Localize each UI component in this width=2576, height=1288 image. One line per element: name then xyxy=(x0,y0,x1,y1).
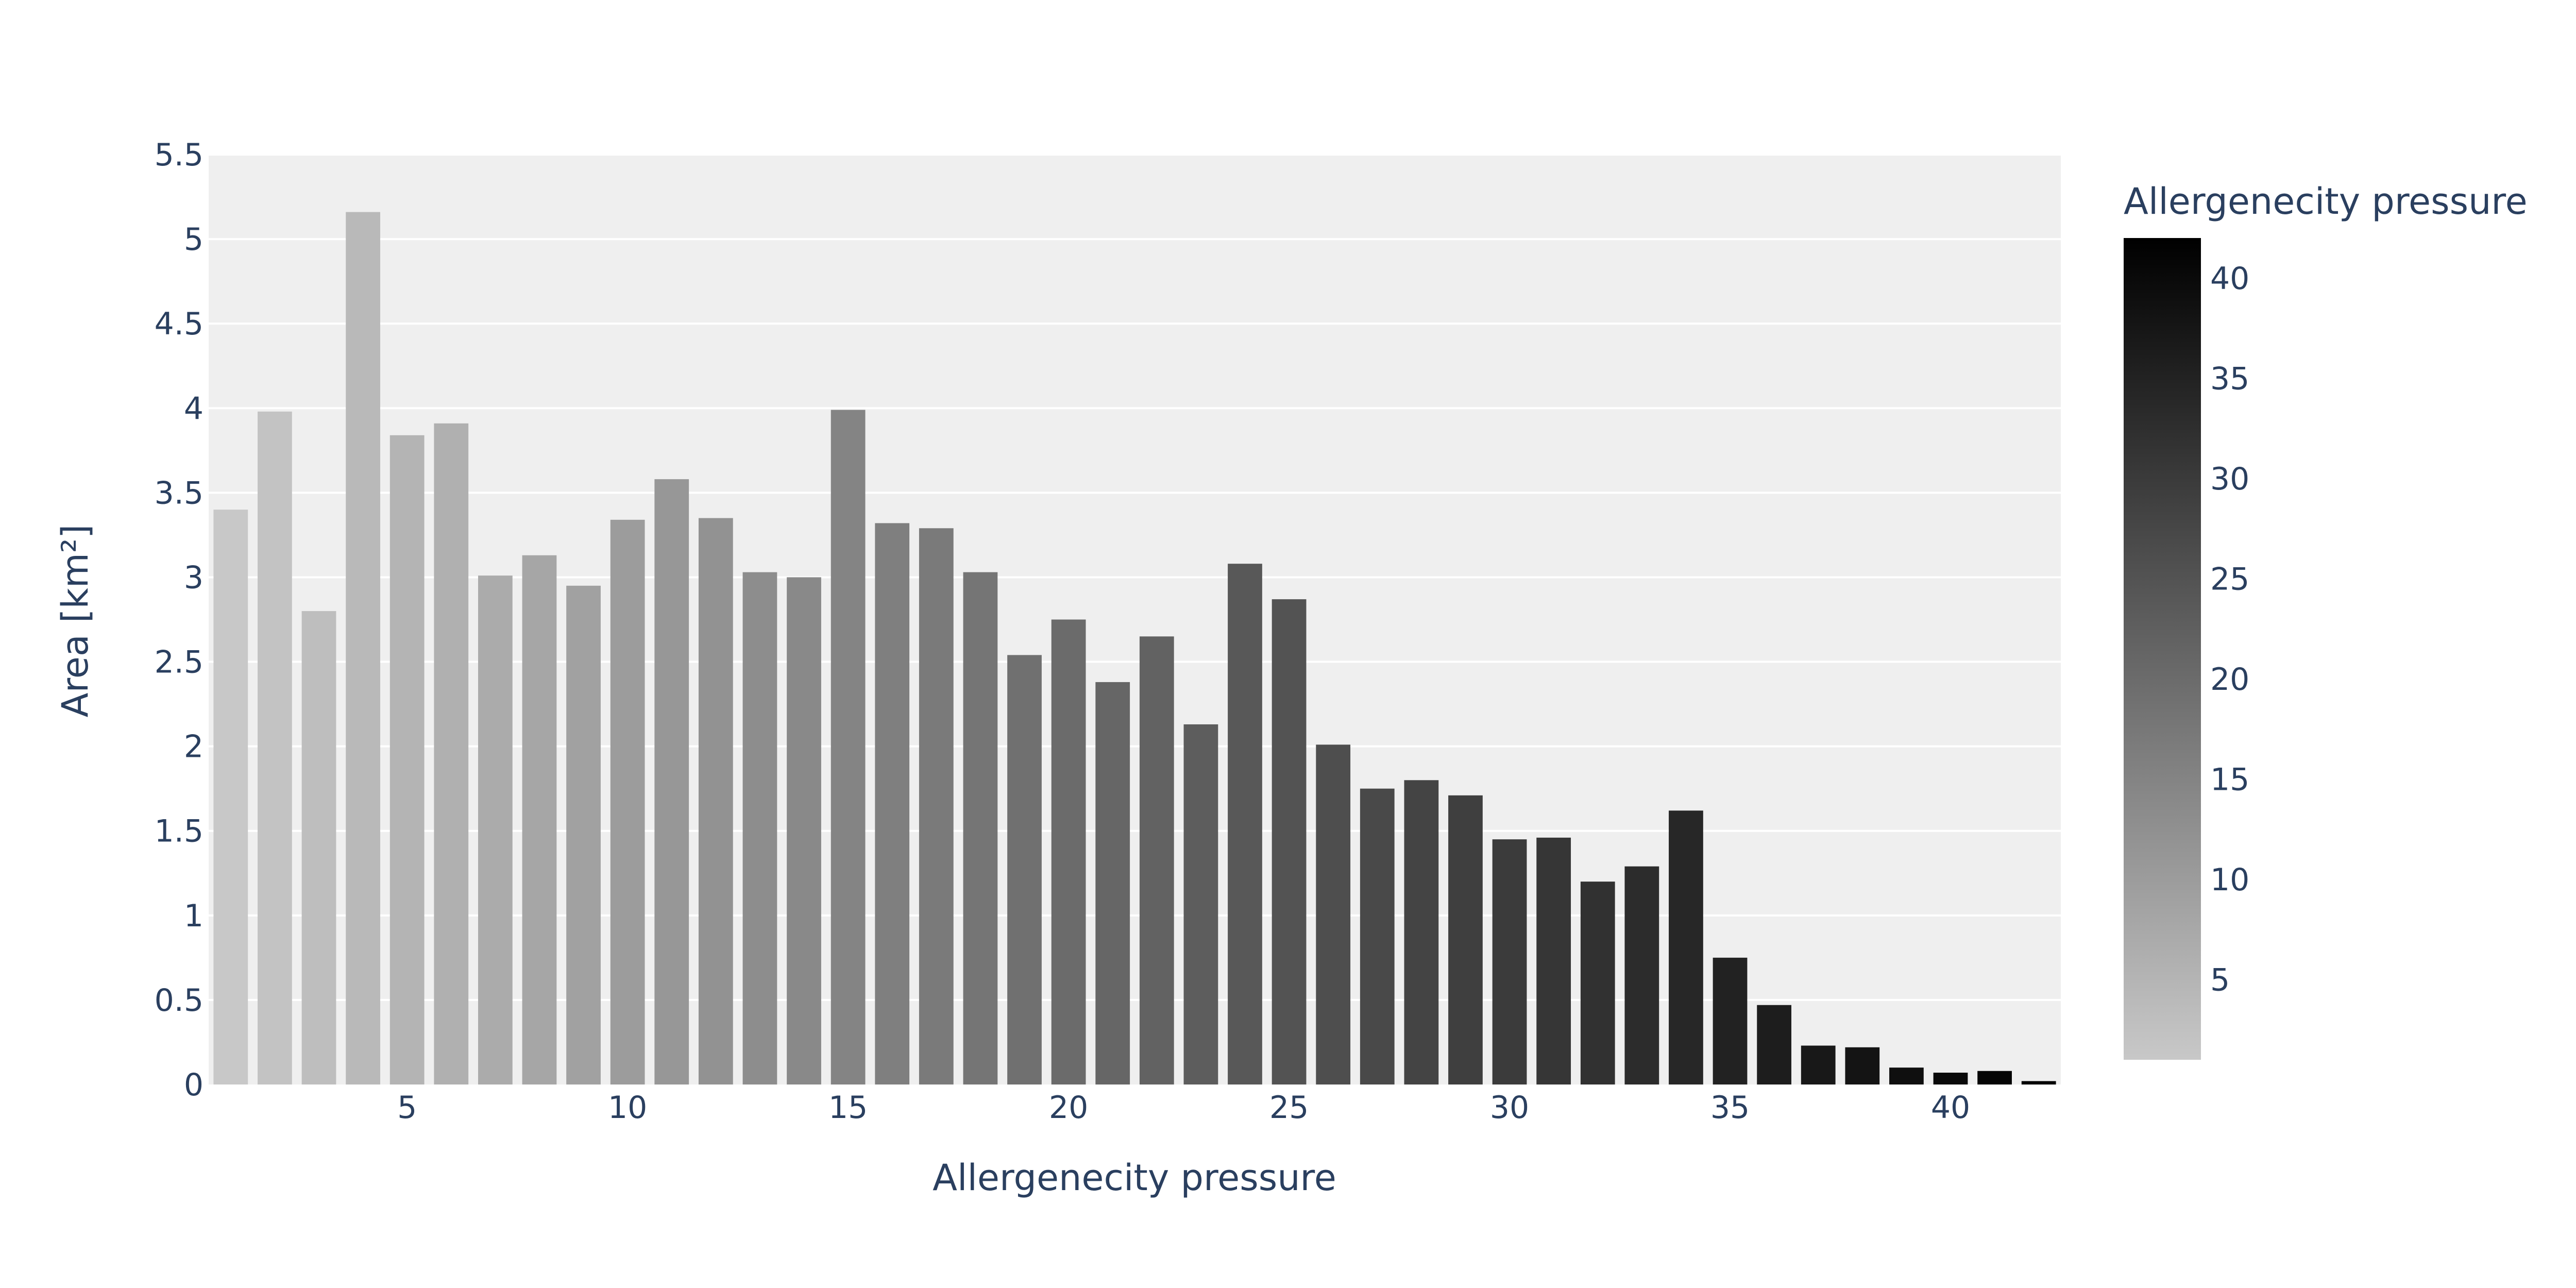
colorbar: Allergenecity pressure 5 10 15 20 25 30 35 40 xyxy=(2124,180,2528,1060)
x-tick-label: 20 xyxy=(1049,1090,1088,1126)
x-tick-label: 25 xyxy=(1269,1090,1309,1126)
bar xyxy=(875,523,910,1085)
y-tick-label: 0 xyxy=(184,1067,204,1103)
bar xyxy=(1448,795,1483,1084)
bar xyxy=(831,410,866,1084)
bar xyxy=(1977,1071,2012,1084)
colorbar-tick-label: 10 xyxy=(2210,862,2249,898)
colorbar-gradient xyxy=(2124,238,2201,1060)
bar xyxy=(1845,1047,1880,1084)
grid-lines xyxy=(209,154,2061,1001)
bar xyxy=(1183,724,1218,1084)
y-axis-ticks: 0 0.5 1 1.5 2 2.5 3 3.5 4 4.5 5 5.5 xyxy=(155,137,204,1103)
bar xyxy=(1492,839,1527,1084)
bar xyxy=(1536,837,1571,1084)
bar xyxy=(1801,1045,1836,1084)
bar xyxy=(787,577,821,1084)
x-tick-label: 10 xyxy=(608,1090,647,1126)
colorbar-tick-label: 40 xyxy=(2210,261,2249,297)
bar xyxy=(389,435,425,1085)
x-tick-label: 30 xyxy=(1490,1090,1529,1126)
y-tick-label: 5.5 xyxy=(155,137,204,173)
bar xyxy=(346,212,380,1085)
y-tick-label: 4.5 xyxy=(155,306,204,342)
bar xyxy=(1669,810,1703,1084)
bar xyxy=(213,510,248,1084)
y-axis-title: Area [km²] xyxy=(54,524,96,718)
y-tick-label: 3.5 xyxy=(155,475,204,511)
bar xyxy=(1360,788,1395,1084)
bar xyxy=(1580,882,1615,1084)
x-tick-label: 15 xyxy=(828,1090,868,1126)
x-tick-label: 40 xyxy=(1931,1090,1970,1126)
y-tick-label: 2.5 xyxy=(155,645,204,681)
bar xyxy=(610,519,645,1084)
plot-background xyxy=(209,155,2061,1084)
x-tick-label: 5 xyxy=(397,1090,417,1126)
bar xyxy=(1316,744,1351,1084)
bar xyxy=(1404,780,1439,1084)
bar xyxy=(1007,655,1042,1084)
colorbar-tick-label: 30 xyxy=(2210,461,2249,497)
bar xyxy=(1095,682,1130,1084)
bar xyxy=(258,411,292,1084)
bars xyxy=(213,212,2056,1085)
bar xyxy=(1713,957,1748,1084)
colorbar-tick-label: 35 xyxy=(2210,361,2249,397)
bar xyxy=(1757,1005,1792,1084)
bar xyxy=(434,423,469,1084)
y-tick-label: 1 xyxy=(184,898,204,934)
bar xyxy=(1272,599,1307,1084)
bar xyxy=(301,611,336,1084)
colorbar-ticks: 5 10 15 20 25 30 35 40 xyxy=(2210,261,2249,998)
colorbar-tick-label: 25 xyxy=(2210,561,2249,597)
y-tick-label: 5 xyxy=(184,222,204,258)
colorbar-title: Allergenecity pressure xyxy=(2124,180,2528,223)
bar xyxy=(1624,866,1659,1084)
bar xyxy=(1228,564,1262,1084)
bar xyxy=(654,479,689,1084)
y-tick-label: 1.5 xyxy=(155,814,204,850)
bar xyxy=(478,575,513,1084)
bar xyxy=(1933,1073,1968,1084)
colorbar-tick-label: 20 xyxy=(2210,662,2249,698)
colorbar-tick-label: 15 xyxy=(2210,761,2249,798)
x-tick-label: 35 xyxy=(1710,1090,1750,1126)
x-axis-title: Allergenecity pressure xyxy=(933,1157,1336,1199)
colorbar-tick-label: 5 xyxy=(2210,962,2230,998)
bar xyxy=(1889,1067,1924,1084)
bar xyxy=(1051,619,1086,1084)
y-tick-label: 3 xyxy=(184,560,204,596)
y-tick-label: 4 xyxy=(184,391,204,427)
bar xyxy=(522,555,557,1084)
bar xyxy=(566,585,601,1084)
bar xyxy=(698,518,733,1085)
bar xyxy=(963,572,998,1084)
y-tick-label: 0.5 xyxy=(155,982,204,1019)
bar xyxy=(919,528,954,1084)
bar xyxy=(2021,1081,2056,1084)
x-axis-ticks: 5 10 15 20 25 30 35 40 xyxy=(397,1090,1970,1126)
bar xyxy=(742,572,777,1084)
bar xyxy=(1139,636,1174,1084)
y-tick-label: 2 xyxy=(184,729,204,765)
